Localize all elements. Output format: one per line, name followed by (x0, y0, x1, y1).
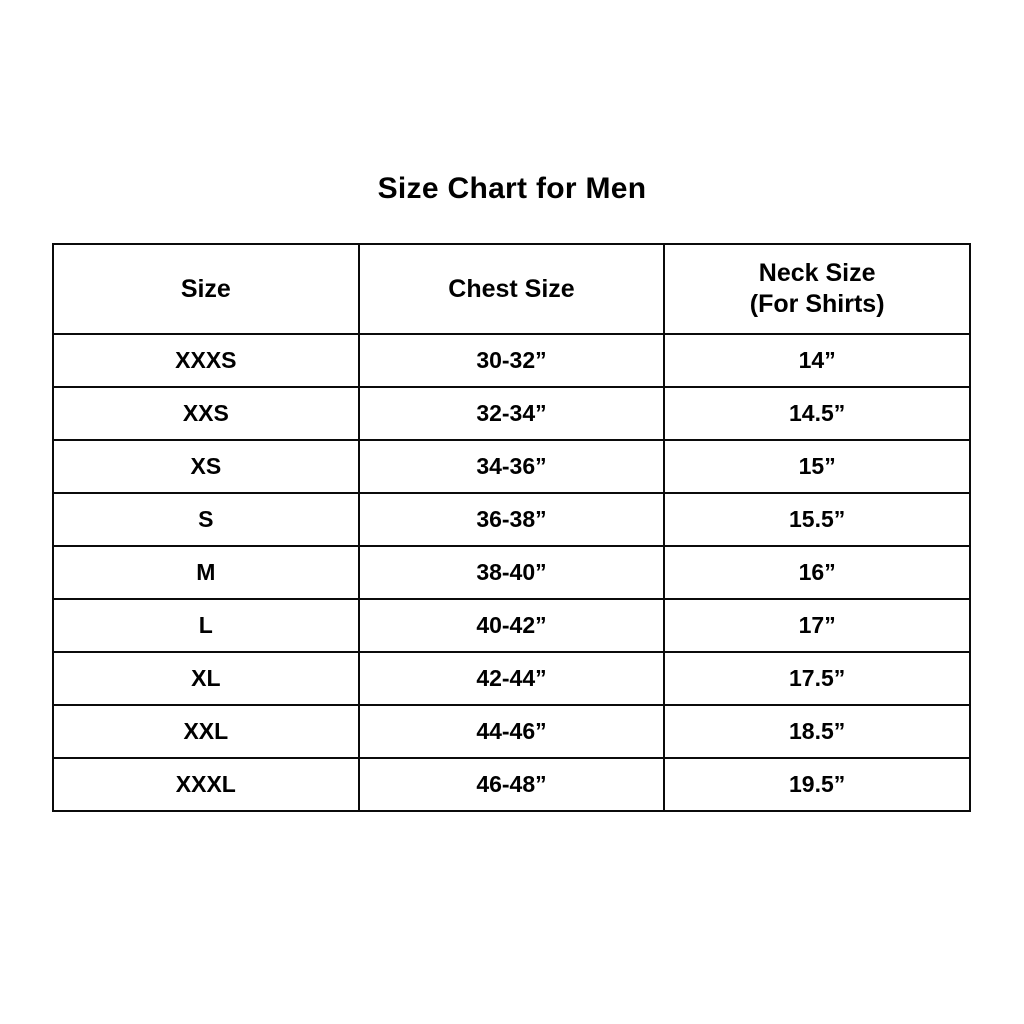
table-body: XXXS 30-32” 14” XXS 32-34” 14.5” XS 34-3… (52, 333, 971, 812)
table-row: XS 34-36” 15” (52, 439, 971, 494)
chest-cell: 44-46” (357, 704, 666, 759)
size-cell: XS (52, 439, 360, 494)
chest-cell: 36-38” (357, 492, 666, 547)
chest-cell: 38-40” (357, 545, 666, 600)
column-header-size-label: Size (180, 274, 231, 303)
size-cell: XXXL (52, 757, 360, 812)
chest-cell: 34-36” (357, 439, 666, 494)
neck-cell: 17.5” (663, 651, 971, 706)
neck-cell: 19.5” (663, 757, 971, 812)
page-title: Size Chart for Men (377, 172, 647, 205)
size-cell: XXXS (52, 333, 360, 388)
chest-cell: 40-42” (357, 598, 666, 653)
size-cell: XL (52, 651, 360, 706)
neck-cell: 14.5” (663, 386, 971, 441)
size-cell: M (52, 545, 360, 600)
size-cell: S (52, 492, 360, 547)
column-header-neck-size: Neck Size (For Shirts) (663, 243, 971, 335)
table-row: M 38-40” 16” (52, 545, 971, 600)
table-header: Size Chest Size Neck Size (For Shirts) (52, 243, 971, 335)
table-row: L 40-42” 17” (52, 598, 971, 653)
size-cell: XXS (52, 386, 360, 441)
table-row: XXL 44-46” 18.5” (52, 704, 971, 759)
chest-cell: 46-48” (357, 757, 666, 812)
table-row: XL 42-44” 17.5” (52, 651, 971, 706)
neck-cell: 14” (663, 333, 971, 388)
table-row: XXXS 30-32” 14” (52, 333, 971, 388)
table-row: XXXL 46-48” 19.5” (52, 757, 971, 812)
table-row: S 36-38” 15.5” (52, 492, 971, 547)
column-header-neck-sublabel: (For Shirts) (749, 290, 885, 318)
chest-cell: 42-44” (357, 651, 666, 706)
neck-cell: 15” (663, 439, 971, 494)
neck-cell: 15.5” (663, 492, 971, 547)
size-chart-table: Size Chest Size Neck Size (For Shirts) X… (52, 243, 971, 812)
neck-cell: 17” (663, 598, 971, 653)
neck-cell: 16” (663, 545, 971, 600)
column-header-size: Size (52, 243, 360, 335)
size-cell: L (52, 598, 360, 653)
table-row: XXS 32-34” 14.5” (52, 386, 971, 441)
column-header-chest-label: Chest Size (448, 274, 575, 303)
column-header-chest-size: Chest Size (357, 243, 666, 335)
neck-cell: 18.5” (663, 704, 971, 759)
size-cell: XXL (52, 704, 360, 759)
header-row: Size Chest Size Neck Size (For Shirts) (52, 243, 971, 335)
chest-cell: 30-32” (357, 333, 666, 388)
column-header-neck-label: Neck Size (758, 259, 876, 287)
chest-cell: 32-34” (357, 386, 666, 441)
